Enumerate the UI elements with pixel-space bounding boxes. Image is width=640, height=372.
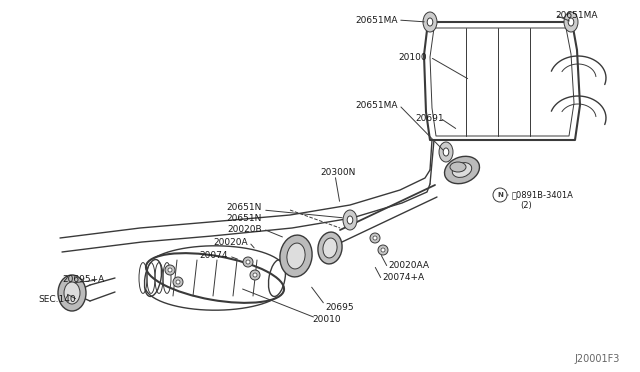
Ellipse shape bbox=[64, 282, 80, 304]
Ellipse shape bbox=[287, 243, 305, 269]
Circle shape bbox=[378, 245, 388, 255]
Text: 20695+A: 20695+A bbox=[62, 276, 104, 285]
Text: 20020AA: 20020AA bbox=[388, 260, 429, 269]
Circle shape bbox=[168, 268, 172, 272]
Text: 20651MA: 20651MA bbox=[555, 10, 598, 19]
Text: 20020A: 20020A bbox=[213, 237, 248, 247]
Ellipse shape bbox=[280, 235, 312, 277]
Text: N: N bbox=[497, 192, 503, 198]
Text: 20651MA: 20651MA bbox=[355, 16, 398, 25]
Circle shape bbox=[173, 277, 183, 287]
Text: 20074: 20074 bbox=[200, 251, 228, 260]
Ellipse shape bbox=[568, 18, 574, 26]
Ellipse shape bbox=[58, 275, 86, 311]
Ellipse shape bbox=[423, 12, 437, 32]
Circle shape bbox=[176, 280, 180, 284]
Text: 20074+A: 20074+A bbox=[382, 273, 424, 282]
Circle shape bbox=[373, 236, 377, 240]
Circle shape bbox=[493, 188, 507, 202]
Text: ⓝ0891B-3401A: ⓝ0891B-3401A bbox=[512, 190, 574, 199]
Text: 20651MA: 20651MA bbox=[355, 100, 398, 109]
Ellipse shape bbox=[343, 210, 357, 230]
Circle shape bbox=[250, 270, 260, 280]
Circle shape bbox=[253, 273, 257, 277]
Text: 20651N: 20651N bbox=[227, 214, 262, 222]
Ellipse shape bbox=[318, 232, 342, 264]
Ellipse shape bbox=[564, 12, 578, 32]
Ellipse shape bbox=[450, 162, 466, 172]
Text: 20010: 20010 bbox=[312, 315, 340, 324]
Ellipse shape bbox=[439, 142, 453, 162]
Text: (2): (2) bbox=[520, 201, 532, 209]
Ellipse shape bbox=[445, 156, 479, 184]
Text: 20100: 20100 bbox=[398, 52, 427, 61]
Ellipse shape bbox=[347, 216, 353, 224]
Text: 20651N: 20651N bbox=[227, 202, 262, 212]
Ellipse shape bbox=[427, 18, 433, 26]
Text: 20695: 20695 bbox=[325, 304, 354, 312]
Ellipse shape bbox=[452, 163, 472, 177]
Circle shape bbox=[370, 233, 380, 243]
Ellipse shape bbox=[443, 148, 449, 156]
Circle shape bbox=[165, 265, 175, 275]
Text: SEC.140: SEC.140 bbox=[38, 295, 76, 305]
Circle shape bbox=[381, 248, 385, 252]
Text: 20020B: 20020B bbox=[227, 224, 262, 234]
Text: 20691: 20691 bbox=[415, 113, 444, 122]
Circle shape bbox=[246, 260, 250, 264]
Text: J20001F3: J20001F3 bbox=[575, 354, 620, 364]
Ellipse shape bbox=[323, 238, 337, 258]
Text: 20300N: 20300N bbox=[320, 167, 355, 176]
Circle shape bbox=[243, 257, 253, 267]
